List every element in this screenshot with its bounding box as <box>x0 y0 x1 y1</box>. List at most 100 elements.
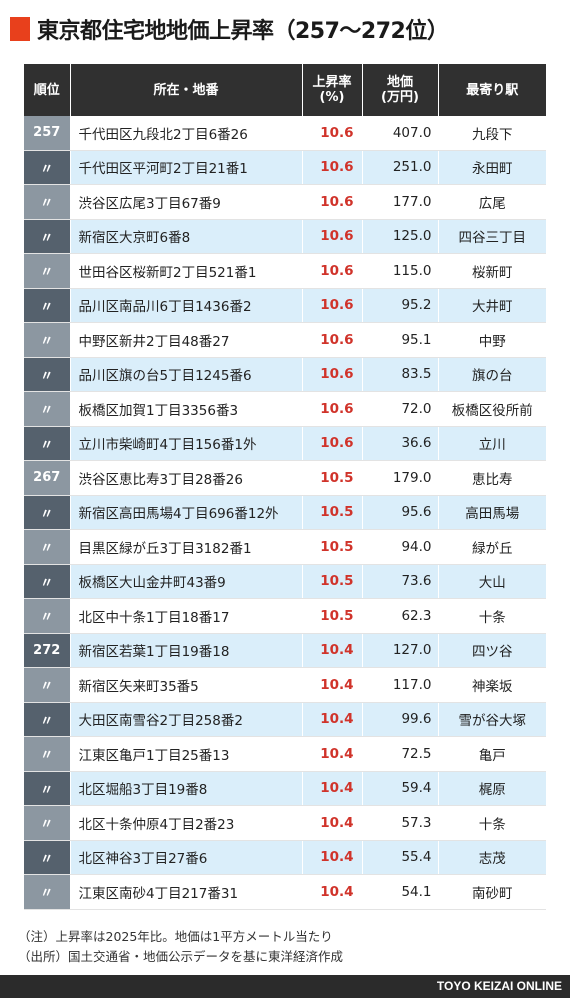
address-cell: 新宿区矢来町35番5 <box>70 667 303 703</box>
station-cell: 四谷三丁目 <box>438 219 546 254</box>
price-cell: 115.0 <box>362 253 439 289</box>
table-row: 267 渋谷区恵比寿3丁目28番26 10.5 179.0 恵比寿 <box>24 460 546 496</box>
rank-cell: 〃 <box>24 391 71 427</box>
rate-cell: 10.4 <box>302 771 363 806</box>
price-cell: 54.1 <box>362 874 439 910</box>
table-row: 〃江東区南砂4丁目217番31 10.4 54.1 南砂町 <box>24 874 546 910</box>
rate-cell: 10.4 <box>302 840 363 875</box>
rate-cell: 10.6 <box>302 150 363 185</box>
table-row: 〃新宿区矢来町35番5 10.4 117.0 神楽坂 <box>24 667 546 703</box>
rank-cell: 〃 <box>24 874 71 910</box>
station-cell: 十条 <box>438 598 546 634</box>
address-cell: 江東区南砂4丁目217番31 <box>70 874 303 910</box>
table-row: 〃江東区亀戸1丁目25番13 10.4 72.5 亀戸 <box>24 736 546 772</box>
rate-cell: 10.4 <box>302 874 363 910</box>
station-cell: 大井町 <box>438 288 546 323</box>
rate-cell: 10.6 <box>302 426 363 461</box>
header-address: 所在・地番 <box>70 64 303 116</box>
rank-cell: 〃 <box>24 253 71 289</box>
header-price-line2: (万円) <box>381 90 419 105</box>
station-cell: 恵比寿 <box>438 460 546 496</box>
price-cell: 95.6 <box>362 495 439 530</box>
price-cell: 99.6 <box>362 702 439 737</box>
table-body: 257 千代田区九段北2丁目6番26 10.6 407.0 九段下〃千代田区平河町2丁目… <box>24 116 546 910</box>
rate-cell: 10.5 <box>302 495 363 530</box>
price-cell: 83.5 <box>362 357 439 392</box>
address-cell: 渋谷区恵比寿3丁目28番26 <box>70 460 303 496</box>
rate-cell: 10.6 <box>302 288 363 323</box>
rate-cell: 10.6 <box>302 219 363 254</box>
price-cell: 72.5 <box>362 736 439 772</box>
note-text: （注）上昇率は2025年比。地価は1平方メートル当たり <box>18 929 333 944</box>
rank-cell: 〃 <box>24 322 71 358</box>
rank-cell: 〃 <box>24 840 71 875</box>
price-cell: 72.0 <box>362 391 439 427</box>
address-cell: 新宿区高田馬場4丁目696番12外 <box>70 495 303 530</box>
table-row: 257 千代田区九段北2丁目6番26 10.6 407.0 九段下 <box>24 116 546 151</box>
rate-cell: 10.6 <box>302 357 363 392</box>
price-cell: 73.6 <box>362 564 439 599</box>
rank-cell: 〃 <box>24 426 71 461</box>
price-cell: 94.0 <box>362 529 439 565</box>
station-cell: 永田町 <box>438 150 546 185</box>
address-cell: 目黒区緑が丘3丁目3182番1 <box>70 529 303 565</box>
price-cell: 179.0 <box>362 460 439 496</box>
rate-cell: 10.4 <box>302 633 363 668</box>
header-price-line1: 地価 <box>386 75 413 90</box>
table-row: 〃立川市柴崎町4丁目156番1外 10.6 36.6 立川 <box>24 426 546 461</box>
rank-cell: 〃 <box>24 771 71 806</box>
table-row: 〃目黒区緑が丘3丁目3182番1 10.5 94.0 緑が丘 <box>24 529 546 565</box>
table-row: 〃世田谷区桜新町2丁目521番1 10.6 115.0 桜新町 <box>24 253 546 289</box>
address-cell: 北区堀船3丁目19番8 <box>70 771 303 806</box>
rate-cell: 10.4 <box>302 736 363 772</box>
rate-cell: 10.4 <box>302 702 363 737</box>
price-cell: 95.1 <box>362 322 439 358</box>
table-row: 〃北区神谷3丁目27番6 10.4 55.4 志茂 <box>24 840 546 875</box>
address-cell: 中野区新井2丁目48番27 <box>70 322 303 358</box>
table-row: 〃北区中十条1丁目18番17 10.5 62.3 十条 <box>24 598 546 634</box>
price-cell: 55.4 <box>362 840 439 875</box>
station-cell: 大山 <box>438 564 546 599</box>
table-row: 〃新宿区大京町6番8 10.6 125.0 四谷三丁目 <box>24 219 546 254</box>
page-title: 東京都住宅地地価上昇率（257〜272位） <box>10 12 449 46</box>
rank-cell: 〃 <box>24 564 71 599</box>
rank-cell: 〃 <box>24 529 71 565</box>
rate-cell: 10.5 <box>302 598 363 634</box>
header-rate-line2: (%) <box>319 90 345 105</box>
address-cell: 板橋区大山金井町43番9 <box>70 564 303 599</box>
address-cell: 千代田区平河町2丁目21番1 <box>70 150 303 185</box>
rank-cell: 257 <box>24 116 71 151</box>
station-cell: 亀戸 <box>438 736 546 772</box>
table-row: 〃板橋区大山金井町43番9 10.5 73.6 大山 <box>24 564 546 599</box>
table-row: 272 新宿区若葉1丁目19番18 10.4 127.0 四ツ谷 <box>24 633 546 668</box>
rate-cell: 10.6 <box>302 322 363 358</box>
table-row: 〃新宿区高田馬場4丁目696番12外 10.5 95.6 高田馬場 <box>24 495 546 530</box>
title-text: 東京都住宅地地価上昇率（257〜272位） <box>37 19 449 44</box>
rank-cell: 〃 <box>24 495 71 530</box>
price-cell: 251.0 <box>362 150 439 185</box>
address-cell: 品川区南品川6丁目1436番2 <box>70 288 303 323</box>
station-cell: 九段下 <box>438 116 546 151</box>
price-cell: 62.3 <box>362 598 439 634</box>
address-cell: 北区中十条1丁目18番17 <box>70 598 303 634</box>
rank-cell: 〃 <box>24 598 71 634</box>
address-cell: 新宿区若葉1丁目19番18 <box>70 633 303 668</box>
station-cell: 高田馬場 <box>438 495 546 530</box>
rank-cell: 267 <box>24 460 71 496</box>
table-row: 〃中野区新井2丁目48番27 10.6 95.1 中野 <box>24 322 546 358</box>
price-cell: 36.6 <box>362 426 439 461</box>
rate-cell: 10.6 <box>302 184 363 220</box>
rank-cell: 〃 <box>24 288 71 323</box>
address-cell: 千代田区九段北2丁目6番26 <box>70 116 303 151</box>
station-cell: 桜新町 <box>438 253 546 289</box>
rank-cell: 〃 <box>24 184 71 220</box>
rate-cell: 10.4 <box>302 805 363 841</box>
rate-cell: 10.5 <box>302 460 363 496</box>
rank-cell: 272 <box>24 633 71 668</box>
address-cell: 北区十条仲原4丁目2番23 <box>70 805 303 841</box>
price-cell: 407.0 <box>362 116 439 151</box>
rank-cell: 〃 <box>24 805 71 841</box>
price-cell: 177.0 <box>362 184 439 220</box>
table-row: 〃千代田区平河町2丁目21番1 10.6 251.0 永田町 <box>24 150 546 185</box>
price-cell: 95.2 <box>362 288 439 323</box>
